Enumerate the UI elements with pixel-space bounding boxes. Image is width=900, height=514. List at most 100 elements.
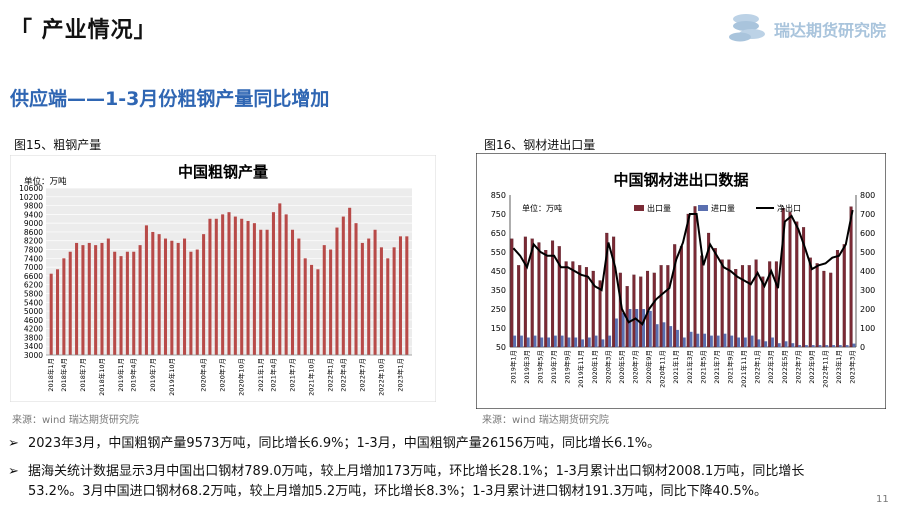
section-title: 「 产业情况」 — [10, 18, 157, 43]
export-bar — [727, 259, 731, 348]
export-bar — [537, 242, 541, 348]
import-bar — [574, 337, 578, 347]
x-tick-label: 2019年1月 — [116, 358, 125, 392]
export-bar — [517, 265, 521, 348]
y-left-tick-label: 450 — [491, 267, 506, 276]
x-tick-label: 2020年5月 — [617, 350, 626, 384]
y-tick-label: 4600 — [24, 316, 43, 325]
bar — [316, 269, 320, 355]
bar — [310, 264, 314, 355]
y-tick-label: 9400 — [24, 210, 43, 219]
bar — [125, 251, 129, 355]
export-bar — [842, 244, 846, 348]
y-left-tick-label: 650 — [491, 229, 506, 238]
x-tick-label: 2022年9月 — [807, 350, 816, 384]
y-tick-label: 7800 — [24, 246, 43, 255]
x-tick-label: 2020年7月 — [631, 350, 640, 384]
y-tick-label: 4200 — [24, 325, 43, 334]
import-bar — [764, 341, 768, 347]
bar — [335, 227, 339, 355]
import-bar — [737, 337, 740, 347]
x-tick-label: 2021年3月 — [685, 350, 694, 384]
export-bar — [571, 261, 575, 348]
import-bar — [750, 335, 754, 347]
bar — [151, 231, 155, 355]
y-left-tick-label: 750 — [491, 210, 506, 219]
import-bar — [520, 335, 523, 347]
bar — [233, 216, 237, 355]
x-tick-label: 2021年4月 — [268, 358, 277, 392]
x-tick-label: 2019年9月 — [563, 350, 572, 384]
x-tick-label: 2019年1月 — [508, 350, 517, 384]
export-bar — [815, 263, 819, 348]
y-right-tick-label: 700 — [860, 210, 875, 219]
export-bar — [530, 238, 534, 348]
bar — [348, 207, 352, 355]
bar — [144, 225, 148, 355]
y-left-tick-label: 50 — [496, 343, 506, 352]
export-bar — [795, 221, 799, 348]
import-bar — [716, 335, 720, 347]
bar — [94, 245, 98, 355]
bullet-1: ➢ 2023年3月，中国粗钢产量9573万吨，同比增长6.9%；1-3月，中国粗钢… — [8, 434, 660, 454]
export-bar — [781, 208, 785, 348]
import-bar — [608, 335, 612, 347]
y-tick-label: 6200 — [24, 281, 43, 290]
slide-subtitle: 供应端——1-3月份粗钢产量同比增加 — [10, 88, 330, 110]
import-bar — [825, 345, 829, 347]
coins-icon — [729, 14, 765, 42]
bar — [214, 218, 218, 355]
x-tick-label: 2022年7月 — [793, 350, 802, 384]
import-bar — [547, 337, 551, 347]
export-bar — [673, 244, 677, 348]
bar — [221, 214, 225, 355]
export-bar — [510, 238, 514, 348]
import-bar — [757, 339, 761, 347]
bar — [81, 245, 85, 355]
bar — [75, 242, 79, 355]
bar — [132, 251, 136, 355]
y-tick-label: 7400 — [24, 254, 43, 263]
export-bar — [605, 232, 609, 348]
export-bar — [652, 272, 656, 348]
bullet-2-text: 据海关统计数据显示3月中国出口钢材789.0万吨，较上月增加173万吨，环比增长… — [28, 464, 805, 479]
export-bar — [639, 276, 643, 348]
bar — [138, 245, 142, 355]
bar — [56, 269, 60, 355]
x-tick-label: 2019年5月 — [536, 350, 545, 384]
x-tick-label: 2019年7月 — [549, 350, 558, 384]
import-bar — [811, 345, 815, 347]
bar — [284, 214, 288, 355]
y-tick-label: 9000 — [24, 219, 43, 228]
export-bar — [598, 280, 602, 348]
x-tick-label: 2020年7月 — [218, 358, 227, 392]
import-bar — [567, 337, 571, 347]
bar — [227, 212, 231, 355]
y-tick-label: 10600 — [19, 184, 43, 193]
export-bar — [802, 227, 806, 348]
export-bar — [768, 261, 772, 348]
bar — [392, 247, 396, 355]
bar — [405, 236, 409, 355]
x-tick-label: 2019年3月 — [522, 350, 531, 384]
y-tick-label: 5400 — [24, 298, 43, 307]
page-number: 11 — [876, 494, 889, 505]
import-bar — [689, 331, 693, 347]
y-right-tick-label: 300 — [860, 286, 875, 295]
bar — [278, 203, 282, 355]
figure16-source: 来源：wind 瑞达期货研究院 — [482, 415, 609, 426]
y-right-tick-label: 500 — [860, 248, 875, 257]
export-bar — [713, 248, 717, 348]
export-bar — [557, 246, 561, 348]
bar — [106, 238, 110, 355]
x-tick-label: 2023年1月 — [395, 358, 404, 392]
legend-export-label: 出口量 — [647, 203, 671, 213]
import-bar — [818, 345, 822, 347]
import-bar — [730, 335, 734, 347]
x-tick-label: 2023年1月 — [834, 350, 843, 384]
legend-import-swatch — [698, 205, 708, 211]
figure15-caption: 图15、粗钢产量 — [14, 138, 102, 152]
x-tick-label: 2022年4月 — [338, 358, 347, 392]
